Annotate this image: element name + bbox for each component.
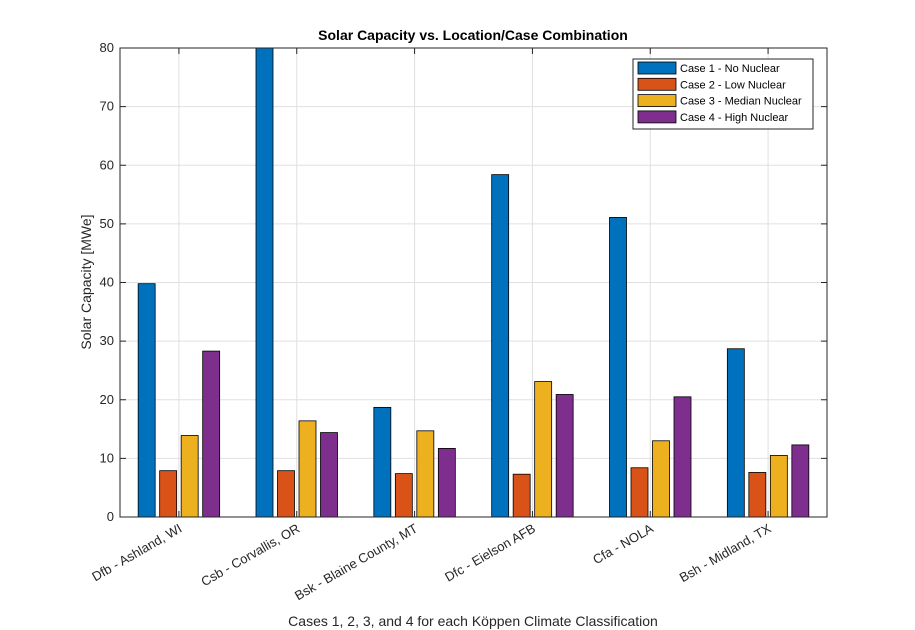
y-tick-label: 70 <box>100 99 114 114</box>
bar <box>609 217 627 518</box>
bar <box>373 406 392 518</box>
legend: Case 1 - No Nuclear Case 2 - Low Nuclear C… <box>632 58 814 130</box>
bar <box>791 444 810 518</box>
legend-swatch <box>637 110 677 124</box>
y-tick-label: 10 <box>100 450 114 465</box>
y-tick-label: 30 <box>100 333 114 348</box>
y-tick-label: 60 <box>100 157 114 172</box>
bar <box>491 174 510 518</box>
bar <box>437 448 456 518</box>
bar <box>652 440 670 518</box>
bar <box>137 283 156 518</box>
legend-swatch <box>637 77 677 91</box>
bar <box>320 432 338 518</box>
bar <box>534 381 553 518</box>
bar <box>673 396 692 518</box>
legend-label: Case 4 - High Nuclear <box>680 112 789 124</box>
y-tick-label: 50 <box>100 216 114 231</box>
y-tick-label: 40 <box>100 275 114 290</box>
legend-swatch <box>637 94 677 107</box>
bar <box>394 473 413 518</box>
legend-swatch <box>637 61 677 75</box>
bar <box>512 473 531 518</box>
legend-label: Case 3 - Median Nuclear <box>680 96 802 108</box>
bar <box>555 394 574 518</box>
legend-label: Case 1 - No Nuclear <box>680 63 780 75</box>
x-axis-label: Cases 1, 2, 3, and 4 for each Köppen Cli… <box>288 613 658 629</box>
bar <box>255 47 274 518</box>
bar <box>277 470 295 518</box>
bar <box>180 435 199 518</box>
bar <box>748 472 767 518</box>
bar <box>202 350 221 518</box>
y-tick-label: 80 <box>100 40 114 55</box>
chart-title: Solar Capacity vs. Location/Case Combina… <box>318 27 628 43</box>
bar <box>726 348 745 518</box>
y-axis-label: Solar Capacity [MWe] <box>78 214 94 349</box>
bar <box>298 420 317 518</box>
bar <box>416 430 435 518</box>
bar <box>769 455 788 518</box>
y-tick-label: 20 <box>100 392 114 407</box>
y-tick-label: 0 <box>107 509 114 524</box>
legend-label: Case 2 - Low Nuclear <box>680 79 786 91</box>
bar <box>630 467 649 518</box>
bars <box>137 47 810 518</box>
bar <box>159 470 178 518</box>
